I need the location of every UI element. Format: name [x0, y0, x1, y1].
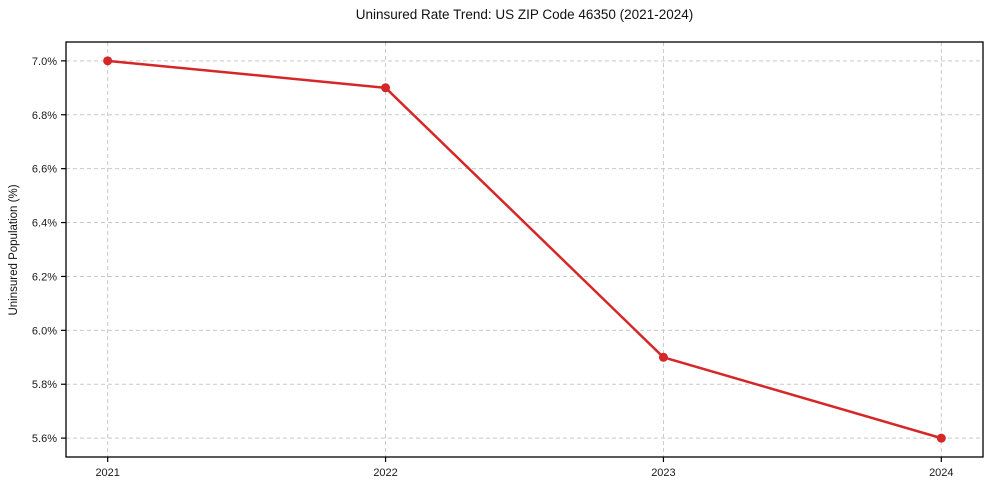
plot-border: [65, 41, 984, 458]
x-tick-label: 2023: [651, 467, 675, 479]
data-point-marker: [103, 56, 113, 66]
y-tick-label: 6.0%: [32, 325, 57, 337]
y-axis-label: Uninsured Population (%): [8, 184, 20, 316]
trend-line: [106, 59, 943, 440]
y-tick-label: 6.6%: [32, 164, 57, 176]
data-point-marker: [936, 433, 946, 443]
y-tick-label: 6.8%: [32, 110, 57, 122]
x-tick-label: 2024: [929, 467, 953, 479]
y-tick-label: 5.8%: [32, 379, 57, 391]
y-tick-label: 7.0%: [32, 56, 57, 68]
data-point-marker: [381, 83, 391, 93]
chart-title: Uninsured Rate Trend: US ZIP Code 46350 …: [355, 7, 694, 22]
x-tick-label: 2021: [95, 467, 119, 479]
y-tick-label: 6.2%: [32, 271, 57, 283]
data-point-marker: [658, 352, 668, 362]
y-tick-label: 6.4%: [32, 218, 57, 230]
y-tick-label: 5.6%: [32, 433, 57, 445]
x-tick-label: 2022: [373, 467, 397, 479]
